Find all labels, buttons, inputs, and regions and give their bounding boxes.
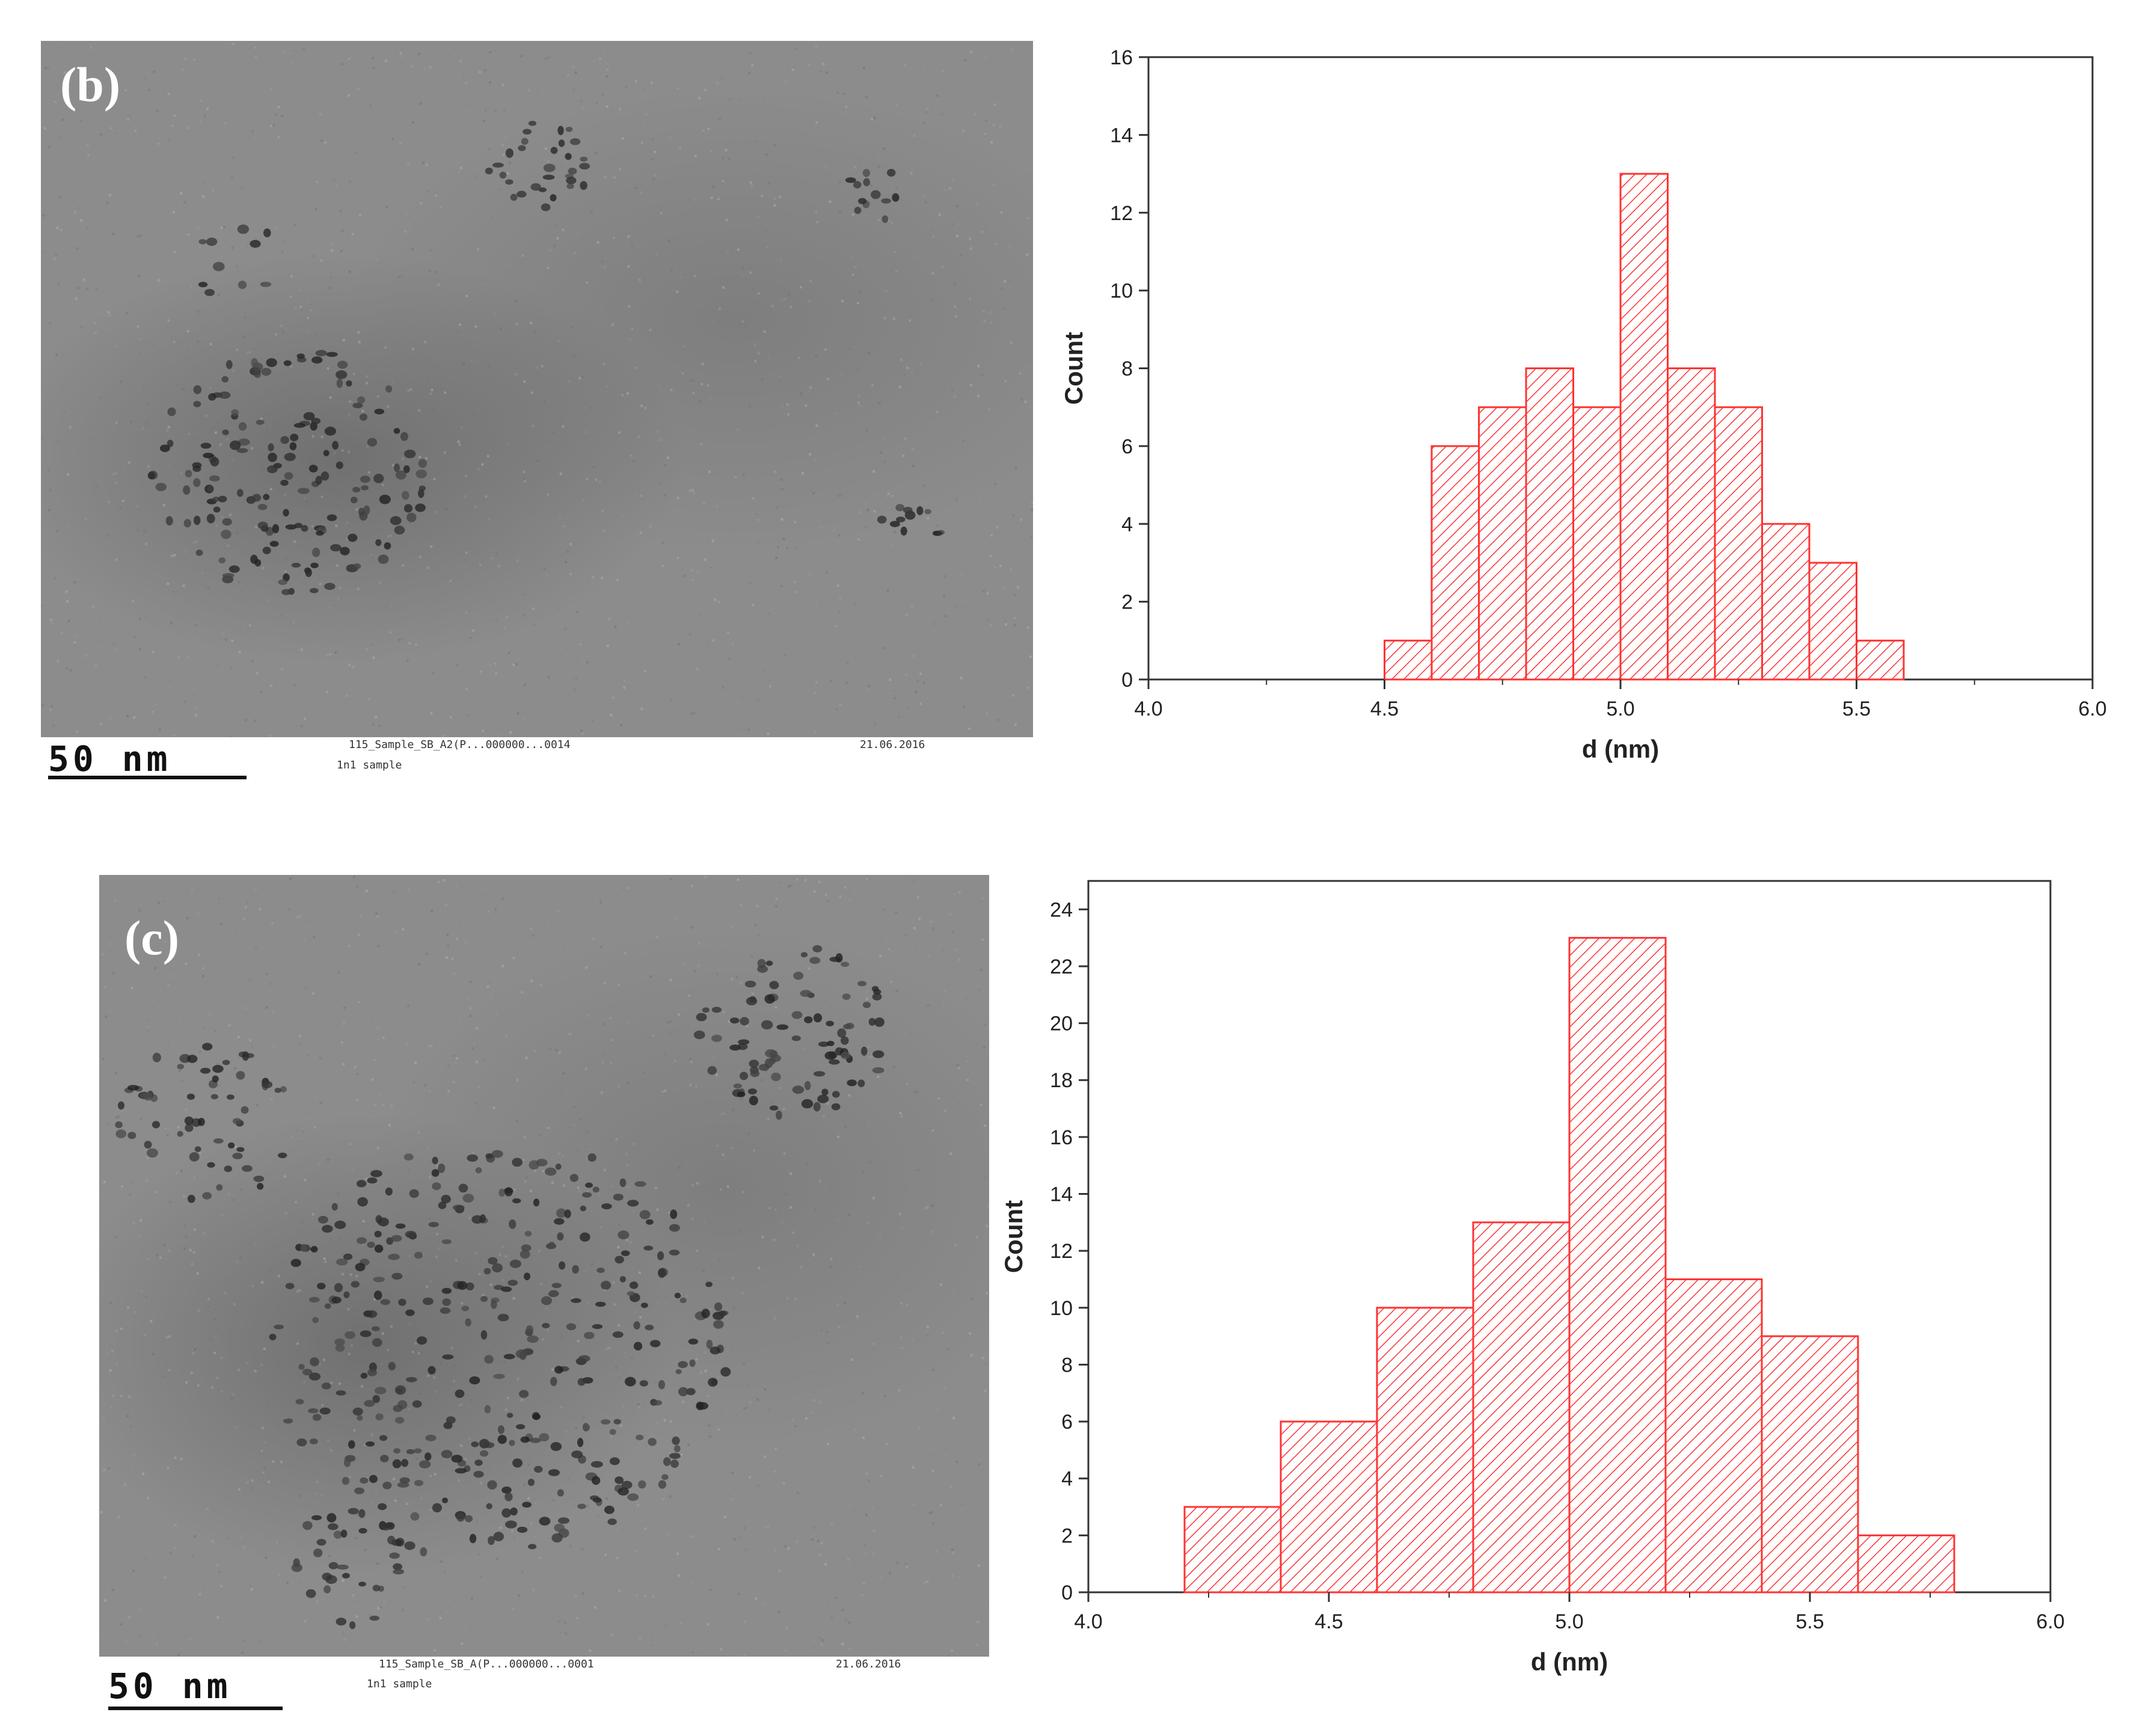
- x-tick-label: 5.5: [1842, 698, 1871, 720]
- histogram-bar: [1761, 1335, 1859, 1593]
- x-tick-label: 5.0: [1555, 1610, 1583, 1633]
- histogram-bar: [1525, 367, 1574, 681]
- y-tick-label: 14: [1050, 1183, 1073, 1206]
- y-tick-label: 4: [1061, 1468, 1073, 1491]
- scalebar-line-b: [48, 776, 247, 779]
- y-tick-label: 14: [1110, 124, 1133, 147]
- x-axis-label: d (nm): [1531, 1648, 1608, 1676]
- panel-label-c: (c): [124, 910, 180, 965]
- y-tick-label: 6: [1121, 435, 1133, 458]
- x-tick-label: 4.5: [1314, 1610, 1343, 1633]
- x-tick-label: 4.0: [1074, 1610, 1102, 1633]
- y-tick-label: 2: [1121, 591, 1133, 614]
- tem-footer-b: 115_Sample_SB_A2(P...000000...0014: [349, 738, 571, 751]
- scalebar-label-b: 50 nm: [48, 738, 171, 779]
- histogram-bar: [1280, 1420, 1378, 1593]
- histogram-svg-b: 4.0 4.5 5.0 5.5 6.0 0 2 4 6 8 10 12 14 16 d (nm) Count: [1059, 46, 2107, 763]
- y-tick-label: 12: [1110, 202, 1133, 225]
- histogram-bar: [1384, 639, 1433, 681]
- y-tick-label: 18: [1050, 1069, 1073, 1092]
- histogram-bar: [1568, 937, 1667, 1593]
- y-tick-label: 20: [1050, 1013, 1073, 1035]
- y-tick-label: 8: [1061, 1354, 1073, 1376]
- y-axis-label: Count: [999, 1200, 1028, 1273]
- histogram-bar: [1183, 1506, 1282, 1593]
- x-tick-label: 6.0: [2036, 1610, 2064, 1633]
- y-tick-label: 0: [1121, 669, 1133, 692]
- histogram-bar: [1376, 1307, 1474, 1593]
- histogram-chart-b: 4.0 4.5 5.0 5.5 6.0 0 2 4 6 8 10 12 14 16 d (nm) Count: [1046, 36, 2117, 782]
- x-tick-label: 4.5: [1370, 698, 1399, 720]
- tem-footer-date-b: 21.06.2016: [860, 738, 925, 751]
- y-tick-label: 10: [1110, 280, 1133, 302]
- scalebar-label-c: 50 nm: [108, 1666, 231, 1707]
- y-tick-label: 16: [1110, 46, 1133, 69]
- y-tick-label: 8: [1121, 358, 1133, 381]
- y-axis-label: Count: [1059, 332, 1088, 405]
- tem-footer-date-c: 21.06.2016: [836, 1658, 901, 1670]
- y-tick-label: 24: [1050, 898, 1073, 921]
- tem-image-b: (b): [41, 41, 1033, 737]
- tem-footer-c: 115_Sample_SB_A(P...000000...0001: [379, 1658, 594, 1670]
- x-tick-label: 5.5: [1795, 1610, 1824, 1633]
- histogram-bar: [1572, 406, 1622, 681]
- histogram-bar: [1478, 406, 1527, 681]
- x-tick-label: 4.0: [1134, 698, 1162, 720]
- y-tick-label: 10: [1050, 1297, 1073, 1320]
- histogram-bar: [1761, 523, 1811, 681]
- histogram-bar: [1430, 445, 1480, 681]
- histogram-bar: [1664, 1278, 1763, 1593]
- scalebar-line-c: [108, 1707, 283, 1710]
- histogram-bar: [1472, 1221, 1571, 1593]
- y-tick-label: 2: [1061, 1524, 1073, 1547]
- panel-label-b: (b): [60, 57, 121, 112]
- tem-particles-c: [100, 875, 989, 1657]
- histogram-bar: [1856, 639, 1905, 681]
- y-tick-label: 0: [1061, 1581, 1073, 1604]
- x-tick-label: 5.0: [1606, 698, 1634, 720]
- histogram-bar: [1857, 1534, 1955, 1593]
- y-tick-label: 16: [1050, 1126, 1073, 1149]
- y-tick-label: 4: [1121, 513, 1133, 536]
- histogram-bar: [1808, 562, 1857, 681]
- tem-particles-b: [41, 41, 1033, 737]
- y-tick-label: 6: [1061, 1411, 1073, 1434]
- y-tick-label: 12: [1050, 1240, 1073, 1263]
- histogram-chart-c: 4.0 4.5 5.0 5.5 6.0 0 2 4 6 8 10 12 14 16 18 20 22 24 d (n…: [992, 866, 2111, 1720]
- histogram-bar: [1714, 406, 1763, 681]
- y-tick-label: 22: [1050, 955, 1073, 978]
- tem-footer-sub-c: 1n1 sample: [367, 1678, 432, 1690]
- tem-footer-sub-b: 1n1 sample: [337, 759, 402, 771]
- histogram-bar: [1667, 367, 1716, 681]
- x-axis-label: d (nm): [1582, 735, 1659, 763]
- x-tick-label: 6.0: [2078, 698, 2106, 720]
- tem-image-c: (c): [99, 875, 989, 1657]
- histogram-bar: [1619, 173, 1669, 681]
